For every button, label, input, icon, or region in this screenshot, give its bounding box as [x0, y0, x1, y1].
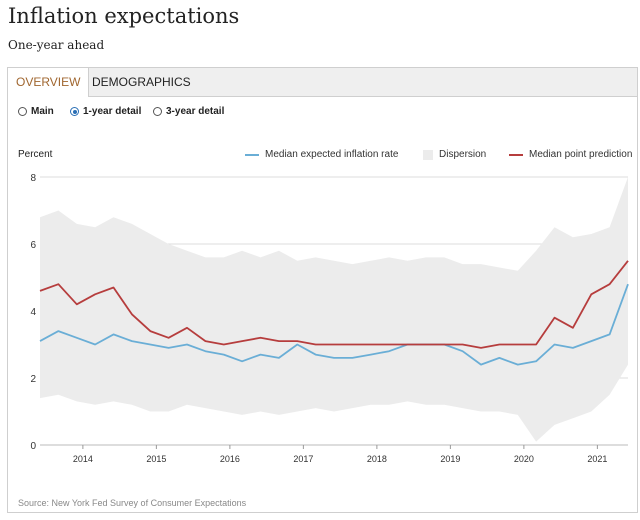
legend-dispersion[interactable]: Dispersion [423, 149, 486, 160]
x-tick-label: 2019 [440, 454, 460, 464]
legend-dispersion-label: Dispersion [439, 149, 487, 160]
tab-bar: OVERVIEW DEMOGRAPHICS [8, 68, 637, 97]
page-subtitle: One-year ahead [8, 38, 105, 52]
page-title: Inflation expectations [8, 4, 240, 28]
x-tick-label: 2016 [220, 454, 240, 464]
y-tick-label: 0 [30, 441, 36, 452]
x-tick-label: 2017 [293, 454, 313, 464]
legend-median-label: Median expected inflation rate [265, 149, 399, 160]
radio-3-year-detail-label: 3-year detail [166, 106, 225, 117]
x-tick-label: 2015 [146, 454, 166, 464]
y-tick-label: 6 [30, 240, 36, 251]
x-tick-label: 2014 [73, 454, 93, 464]
legend-point-swatch [509, 153, 523, 156]
median-expected-inflation-line [39, 283, 629, 366]
legend-dispersion-swatch [423, 149, 433, 160]
tab-demographics[interactable]: DEMOGRAPHICS [92, 75, 191, 89]
legend-point[interactable]: Median point prediction [509, 149, 632, 160]
radio-checked-icon [70, 107, 79, 116]
legend-median[interactable]: Median expected inflation rate [245, 149, 398, 160]
legend-point-label: Median point prediction [529, 149, 633, 160]
source-note: Source: New York Fed Survey of Consumer … [18, 498, 247, 508]
x-tick-label: 2018 [367, 454, 387, 464]
radio-1-year-detail[interactable]: 1-year detail [70, 106, 141, 117]
radio-main[interactable]: Main [18, 106, 54, 117]
chart-canvas: 0 2 4 6 8 2014 2015 2016 2017 2018 2019 2020 2021 [30, 173, 629, 464]
chart-panel: OVERVIEW DEMOGRAPHICS Main 1-year detail… [7, 67, 638, 513]
radio-unchecked-icon [18, 107, 27, 116]
radio-3-year-detail[interactable]: 3-year detail [153, 106, 224, 117]
legend-median-swatch [245, 153, 259, 156]
tab-overview[interactable]: OVERVIEW [8, 68, 90, 97]
x-tick-label: 2021 [587, 454, 607, 464]
x-tick-label: 2020 [514, 454, 534, 464]
y-axis-label: Percent [18, 149, 53, 160]
dispersion-band [40, 177, 628, 442]
radio-unchecked-icon [153, 107, 162, 116]
radio-main-label: Main [31, 106, 54, 117]
radio-1-year-detail-label: 1-year detail [83, 106, 142, 117]
y-tick-label: 2 [30, 374, 36, 385]
y-tick-label: 8 [30, 173, 36, 184]
y-tick-label: 4 [30, 307, 36, 318]
median-point-prediction-line [39, 260, 629, 349]
